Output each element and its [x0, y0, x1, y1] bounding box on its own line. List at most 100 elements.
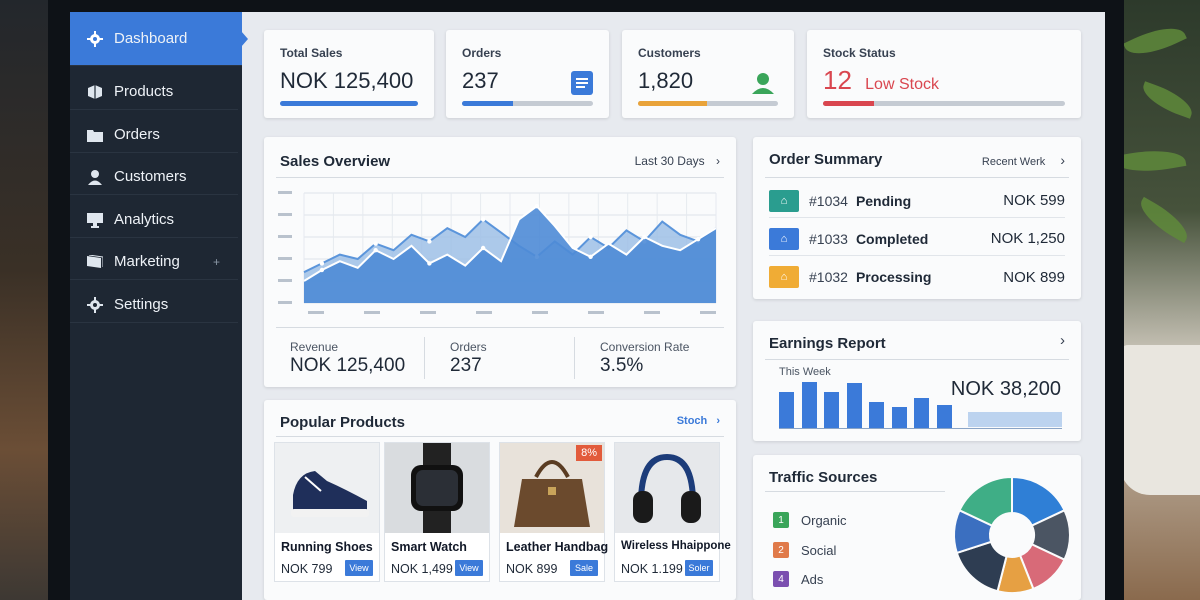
- stock-count: 12: [823, 65, 852, 95]
- box-icon: [86, 83, 104, 101]
- sidebar-item-products[interactable]: Products: [70, 74, 238, 110]
- chevron-right-icon: ›: [716, 154, 720, 168]
- earnings-bar-chart: [779, 379, 964, 429]
- folder-icon: [86, 126, 104, 144]
- sidebar-item-label: Orders: [114, 126, 160, 143]
- legend-item-social[interactable]: 2 Social: [773, 542, 836, 558]
- gear-cog-icon: [86, 30, 104, 48]
- data-point[interactable]: [588, 254, 593, 259]
- series-area: [304, 206, 716, 303]
- leather-handbag-image: 8%: [500, 443, 604, 533]
- kpi-total-sales[interactable]: Total Sales NOK 125,400: [264, 30, 434, 118]
- sidebar-item-settings[interactable]: Settings: [70, 287, 238, 323]
- kpi-progress-bar: [823, 101, 1065, 106]
- legend-item-ads[interactable]: 4 Ads: [773, 571, 823, 587]
- range-label: Recent Werk: [981, 156, 1046, 168]
- data-point[interactable]: [427, 239, 432, 244]
- divider: [424, 337, 425, 379]
- product-card-running-shoes[interactable]: Running Shoes NOK 799 View: [274, 442, 380, 582]
- product-card-wireless-headphone[interactable]: Wireless Hhaippone NOK 1.199 Soler: [614, 442, 731, 582]
- order-status: Completed: [855, 230, 929, 247]
- data-point[interactable]: [319, 261, 325, 266]
- data-point[interactable]: [642, 234, 647, 240]
- monitor-chart-icon: [86, 211, 104, 229]
- order-status: Pending: [855, 192, 912, 209]
- data-point[interactable]: [373, 241, 378, 246]
- kpi-progress-bar: [462, 101, 593, 106]
- order-status: Processing: [855, 269, 932, 285]
- data-point[interactable]: [480, 217, 486, 222]
- data-point[interactable]: [427, 261, 432, 266]
- stat-value: 3.5%: [600, 355, 644, 376]
- product-card-leather-handbag[interactable]: 8% Leather Handbag NOK 899 Sale: [499, 442, 608, 582]
- gear-icon: [86, 296, 104, 314]
- wireless-headphone-image: [615, 443, 719, 533]
- legend-swatch: 1: [773, 512, 789, 528]
- range-selector[interactable]: Last 30 Days ›: [635, 154, 720, 168]
- chevron-right-icon: ›: [716, 415, 720, 427]
- range-selector[interactable]: Recent Werk ›: [982, 152, 1065, 168]
- data-point[interactable]: [319, 267, 325, 273]
- legend-swatch: 4: [773, 571, 789, 587]
- kpi-label: Orders: [462, 46, 502, 60]
- data-point[interactable]: [480, 245, 486, 251]
- kpi-progress-fill: [280, 101, 418, 106]
- sidebar-item-analytics[interactable]: Analytics: [70, 202, 238, 238]
- sidebar-item-marketing[interactable]: Marketing +: [70, 244, 238, 280]
- smart-watch-image: [385, 443, 489, 533]
- kpi-label: Customers: [638, 46, 701, 60]
- stat-label: Revenue: [290, 340, 339, 354]
- kpi-orders[interactable]: Orders 237: [446, 30, 609, 118]
- kpi-stock-status[interactable]: Stock Status 12 Low Stock: [807, 30, 1081, 118]
- earnings-value: NOK 38,200: [950, 378, 1061, 400]
- divider: [765, 177, 1069, 178]
- card-title: Order Summary: [769, 151, 883, 168]
- data-point[interactable]: [534, 204, 540, 209]
- period-label: This Week: [779, 366, 831, 378]
- divider: [276, 436, 724, 437]
- chevron-right-icon[interactable]: ›: [1060, 332, 1065, 349]
- view-button[interactable]: View: [345, 560, 373, 576]
- legend-label: Ads: [801, 571, 824, 587]
- stat-label: Conversion Rate: [600, 340, 690, 354]
- sidebar-item-customers[interactable]: Customers: [70, 159, 238, 195]
- earnings-band: [968, 412, 1062, 427]
- card-title: Popular Products: [280, 414, 406, 431]
- y-tick-label: [278, 257, 292, 260]
- order-id: #1033: [809, 230, 848, 247]
- sale-button[interactable]: Soler: [685, 560, 713, 576]
- product-card-smart-watch[interactable]: Smart Watch NOK 1,499 View: [384, 442, 490, 582]
- data-point[interactable]: [588, 234, 593, 240]
- data-point[interactable]: [373, 248, 378, 253]
- traffic-donut-chart[interactable]: [951, 473, 1073, 597]
- sidebar-item-orders[interactable]: Orders: [70, 117, 238, 153]
- sidebar-item-label: Analytics: [114, 211, 175, 228]
- order-row[interactable]: ⌂ #1032 Processing NOK 899: [769, 260, 1065, 294]
- popular-products-card: Popular Products Stoch › Running Shoes N…: [264, 400, 736, 600]
- legend-item-organic[interactable]: 1 Organic: [773, 512, 847, 528]
- sidebar-item-label: Settings: [114, 296, 169, 313]
- kpi-value: NOK 125,400: [280, 68, 414, 93]
- sidebar-item-label: Products: [114, 83, 174, 100]
- order-row[interactable]: ⌂ #1033 Completed NOK 1,250: [769, 222, 1065, 256]
- sale-button[interactable]: Sale: [570, 560, 598, 576]
- data-point[interactable]: [695, 237, 701, 242]
- sidebar-item-dashboard[interactable]: Dashboard: [70, 12, 248, 66]
- kpi-value: 1,820: [638, 68, 694, 93]
- donut-slice[interactable]: [958, 475, 1013, 527]
- sales-area-chart[interactable]: [276, 187, 724, 317]
- product-name: Wireless Hhaippone: [621, 540, 731, 552]
- view-button[interactable]: View: [455, 560, 483, 576]
- kpi-value: 12 Low Stock: [823, 65, 939, 96]
- kpi-customers[interactable]: Customers 1,820: [622, 30, 794, 118]
- legend-swatch: 2: [773, 542, 789, 558]
- order-amount: NOK 899: [1003, 268, 1065, 286]
- divider: [765, 359, 1069, 360]
- y-tick-label: [278, 191, 292, 194]
- expand-icon[interactable]: +: [212, 254, 220, 269]
- earnings-bar: [801, 381, 817, 429]
- earnings-bar: [824, 391, 839, 429]
- order-row[interactable]: ⌂ #1034 Pending NOK 599: [769, 184, 1065, 218]
- stock-link[interactable]: Stoch ›: [677, 415, 720, 427]
- document-icon: [571, 71, 593, 95]
